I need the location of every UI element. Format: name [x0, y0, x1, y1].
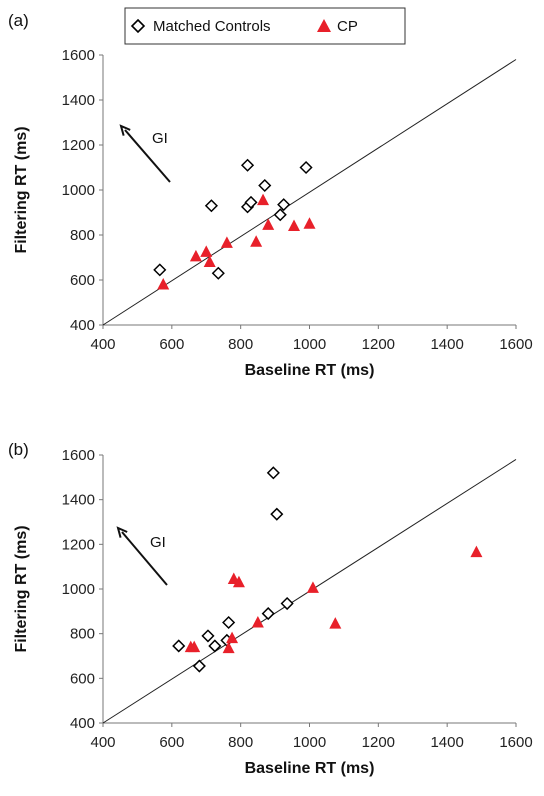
cp-point [203, 255, 216, 267]
y-tick-label: 600 [70, 272, 95, 289]
legend-entry-controls: Matched Controls [130, 18, 271, 35]
identity-line [102, 59, 517, 326]
cp-point [232, 575, 245, 588]
gi-arrow-head [116, 526, 128, 538]
y-tick-label: 1400 [62, 492, 95, 509]
y-tick-label: 400 [70, 317, 95, 334]
panel-label: (b) [8, 440, 29, 459]
cp-point [262, 218, 275, 230]
y-tick-label: 1600 [62, 447, 95, 464]
panel-label: (a) [8, 11, 29, 30]
control-point [240, 158, 255, 172]
cp-point [306, 581, 319, 593]
control-point [273, 208, 287, 222]
x-tick-label: 1600 [499, 734, 532, 751]
y-tick-label: 1200 [62, 536, 95, 553]
control-point [201, 629, 215, 643]
control-point [211, 266, 225, 280]
y-tick-label: 800 [70, 626, 95, 643]
cp-point [220, 236, 233, 248]
control-point [280, 596, 294, 611]
legend-diamond-marker [130, 18, 146, 34]
x-tick-label: 400 [90, 336, 115, 353]
x-tick-label: 1200 [362, 734, 395, 751]
x-tick-label: 1400 [430, 734, 463, 751]
x-tick-label: 1600 [499, 336, 532, 353]
y-tick-label: 800 [70, 227, 95, 244]
control-point [244, 195, 258, 209]
y-tick-label: 1600 [62, 47, 95, 64]
panel-a: (a) 400 600 800 1000 1200 1400 1600 400 600 800 100… [8, 11, 533, 379]
cp-point [257, 193, 270, 206]
cp-point [188, 640, 201, 653]
legend: Matched Controls CP [124, 7, 406, 45]
cp-point [329, 617, 342, 629]
control-point [172, 639, 186, 653]
control-point [192, 659, 206, 673]
x-tick-label: 1200 [362, 336, 395, 353]
x-axis-label: Baseline RT (ms) [245, 362, 375, 379]
legend-entry-cp: CP [317, 18, 358, 35]
cp-point [288, 219, 301, 231]
panel-b: (b) 400 600 800 1000 1200 1400 1600 400 600 800 100… [8, 440, 533, 777]
cp-point [303, 217, 316, 229]
x-axis-label: Baseline RT (ms) [245, 760, 375, 777]
gi-arrow-head [119, 124, 131, 136]
cp-point [226, 631, 239, 644]
y-tick-label: 400 [70, 715, 95, 732]
y-tick-label: 1200 [62, 137, 95, 154]
control-point [204, 199, 218, 213]
control-point [258, 178, 272, 193]
control-point [266, 466, 280, 480]
cp-point [222, 641, 235, 654]
y-tick-label: 1400 [62, 92, 95, 109]
x-tick-label: 600 [159, 336, 184, 353]
x-tick-label: 800 [228, 336, 253, 353]
gi-arrow-shaft [124, 129, 171, 183]
control-point [261, 607, 275, 621]
cp-point [470, 545, 483, 558]
y-axis-label: Filtering RT (ms) [13, 126, 30, 253]
control-point [277, 198, 291, 212]
legend-triangle-marker [317, 19, 331, 32]
cp-point [200, 245, 213, 257]
control-point [299, 160, 313, 175]
cp-point [250, 235, 263, 247]
x-tick-label: 1000 [293, 336, 326, 353]
x-tick-label: 1000 [293, 734, 326, 751]
control-point [153, 263, 167, 277]
gi-arrow-label: GI [152, 130, 168, 147]
y-axis-label: Filtering RT (ms) [13, 525, 30, 652]
y-tick-label: 1000 [62, 182, 95, 199]
x-tick-label: 600 [159, 734, 184, 751]
gi-arrow-shaft [121, 531, 168, 586]
gi-arrow-label: GI [150, 534, 166, 551]
control-point [208, 639, 222, 653]
control-point [270, 507, 284, 521]
control-point [222, 615, 236, 630]
cp-point [157, 278, 170, 290]
x-tick-label: 1400 [430, 336, 463, 353]
cp-point [189, 249, 202, 262]
x-tick-label: 400 [90, 734, 115, 751]
y-tick-label: 1000 [62, 581, 95, 598]
cp-point [251, 616, 264, 628]
legend-label-cp: CP [337, 18, 358, 35]
legend-box [124, 7, 406, 45]
legend-label-controls: Matched Controls [153, 18, 271, 35]
y-tick-label: 600 [70, 670, 95, 687]
x-tick-label: 800 [228, 734, 253, 751]
